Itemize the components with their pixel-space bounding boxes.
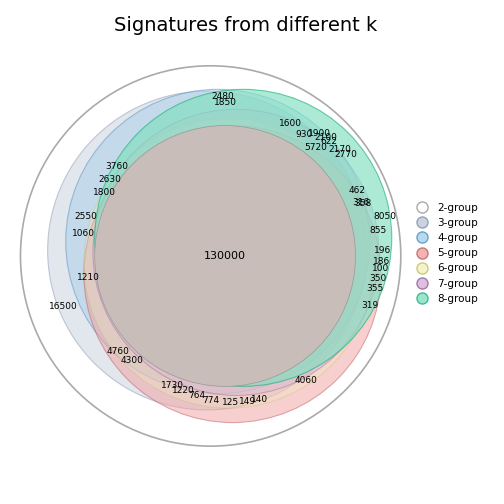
Text: 316: 316 (352, 198, 369, 207)
Text: 2630: 2630 (99, 175, 121, 184)
Circle shape (95, 125, 355, 387)
Text: 764: 764 (188, 392, 205, 401)
Text: 100: 100 (371, 264, 389, 273)
Text: 2550: 2550 (74, 212, 97, 221)
Text: 1600: 1600 (279, 118, 302, 128)
Circle shape (95, 89, 392, 387)
Text: 1800: 1800 (93, 188, 116, 197)
Text: 2480: 2480 (211, 92, 234, 101)
Text: 4060: 4060 (295, 376, 318, 385)
Text: 2170: 2170 (328, 145, 351, 154)
Title: Signatures from different k: Signatures from different k (114, 16, 377, 35)
Text: 5720: 5720 (304, 143, 327, 152)
Text: 16500: 16500 (49, 302, 78, 311)
Text: 186: 186 (373, 257, 391, 266)
Circle shape (48, 91, 366, 410)
Legend: 2-group, 3-group, 4-group, 5-group, 6-group, 7-group, 8-group: 2-group, 3-group, 4-group, 5-group, 6-gr… (406, 198, 483, 309)
Text: 355: 355 (366, 284, 384, 293)
Circle shape (66, 89, 370, 394)
Text: 1220: 1220 (171, 386, 194, 395)
Text: 196: 196 (374, 246, 391, 255)
Text: 2100: 2100 (314, 133, 337, 142)
Text: 1850: 1850 (214, 98, 236, 106)
Text: 1730: 1730 (161, 381, 183, 390)
Circle shape (84, 125, 381, 422)
Text: 350: 350 (369, 274, 387, 283)
Circle shape (95, 125, 355, 387)
Text: 8050: 8050 (373, 212, 397, 221)
Text: 140: 140 (251, 395, 269, 404)
Text: 4760: 4760 (107, 347, 130, 356)
Text: 125: 125 (222, 398, 238, 407)
Text: 462: 462 (348, 186, 365, 195)
Text: 319: 319 (361, 301, 379, 310)
Text: 930: 930 (295, 130, 313, 139)
Text: 855: 855 (369, 226, 387, 235)
Text: 622: 622 (321, 138, 338, 147)
Text: 1210: 1210 (78, 274, 100, 282)
Circle shape (84, 118, 373, 408)
Text: 1060: 1060 (72, 228, 95, 237)
Text: 130000: 130000 (204, 251, 246, 261)
Text: 1900: 1900 (307, 129, 331, 138)
Text: 774: 774 (202, 396, 219, 405)
Text: 3760: 3760 (105, 162, 128, 171)
Text: 149: 149 (239, 397, 256, 406)
Text: 2770: 2770 (334, 150, 357, 159)
Text: 4300: 4300 (121, 356, 144, 365)
Text: 358: 358 (354, 200, 371, 208)
Circle shape (93, 109, 379, 396)
